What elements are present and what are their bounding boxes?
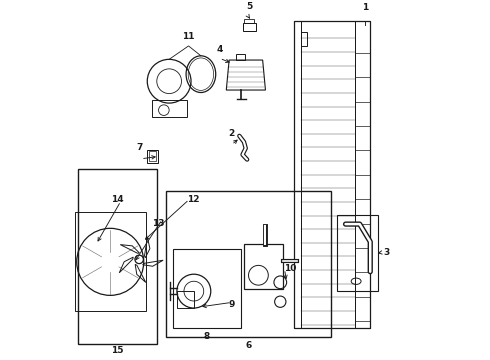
Bar [148, 152, 156, 161]
Bar [177, 291, 194, 308]
Bar [236, 54, 245, 60]
Text: 9: 9 [228, 300, 235, 309]
Bar [78, 170, 157, 344]
Text: 5: 5 [246, 3, 252, 12]
Text: 8: 8 [203, 332, 209, 341]
Bar [172, 249, 242, 328]
Bar [166, 190, 331, 337]
Bar [337, 215, 378, 291]
Bar [245, 243, 283, 289]
Text: 1: 1 [362, 3, 368, 12]
Text: 12: 12 [187, 195, 199, 204]
Text: 10: 10 [285, 264, 297, 273]
Bar [147, 150, 158, 163]
Text: 13: 13 [152, 219, 165, 228]
Text: 4: 4 [217, 45, 223, 54]
Text: 11: 11 [182, 32, 195, 41]
Bar [294, 21, 301, 328]
Text: 15: 15 [111, 346, 123, 355]
Bar [245, 19, 254, 23]
Text: 7: 7 [136, 143, 143, 152]
Text: 14: 14 [111, 195, 123, 204]
Bar [294, 21, 369, 328]
Text: 3: 3 [383, 248, 390, 257]
Text: 2: 2 [228, 129, 235, 138]
Bar [355, 21, 369, 328]
Bar [243, 23, 256, 31]
Bar [151, 100, 187, 117]
Bar [75, 212, 146, 311]
Text: 6: 6 [245, 341, 252, 350]
Bar [301, 32, 307, 46]
